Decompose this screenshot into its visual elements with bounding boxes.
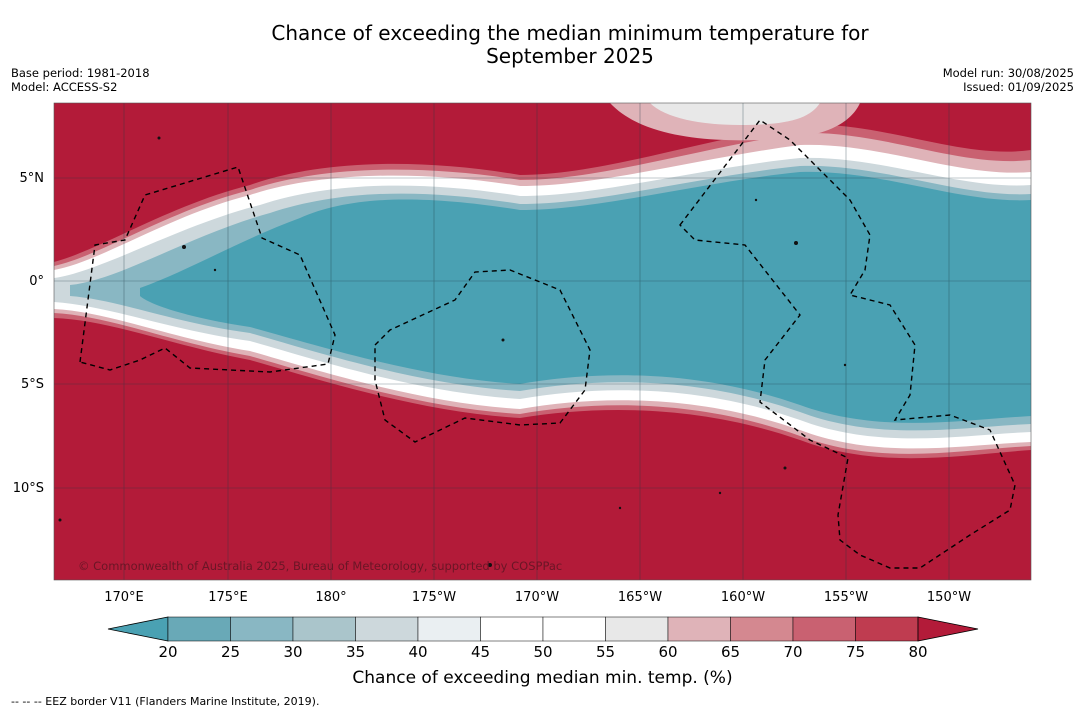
colorbar-tick-35: 35: [345, 643, 366, 661]
colorbar-bin-70-75: [792, 616, 856, 642]
lat-label-5s: 5°S: [20, 377, 44, 392]
lon-label-175e: 175°E: [208, 590, 248, 605]
colorbar-tick-70: 70: [783, 643, 803, 661]
colorbar-tick-25: 25: [220, 643, 241, 661]
map-title: Chance of exceeding the median minimum t…: [0, 22, 1085, 68]
colorbar-bin-60-65: [667, 616, 731, 642]
colorbar-tick-75: 75: [845, 643, 866, 661]
colorbar-bin-45-50: [480, 616, 544, 642]
colorbar-tick-55: 55: [595, 643, 616, 661]
meta-left: Base period: 1981-2018 Model: ACCESS-S2: [11, 66, 150, 94]
eez-borders: [79, 119, 1016, 569]
colorbar-tick-50: 50: [533, 643, 553, 661]
colorbar-bin-40-45: [417, 616, 481, 642]
colorbar-bin-75-80: [855, 616, 919, 642]
colorbar-bin-20-25: [167, 616, 231, 642]
islands: [58, 136, 847, 567]
colorbar-high-arrow: [917, 616, 979, 642]
meta-right: Model run: 30/08/2025 Issued: 01/09/2025: [943, 66, 1074, 94]
lon-label-170w: 170°W: [514, 590, 560, 605]
lon-label-180: 180°: [315, 590, 347, 605]
colorbar-low-arrow: [107, 616, 169, 642]
below-median-area: [140, 171, 1031, 423]
lon-label-175w: 175°W: [411, 590, 457, 605]
lon-label-170e: 170°E: [104, 590, 144, 605]
colorbar-bin-50-55: [542, 616, 606, 642]
colorbar-tick-30: 30: [283, 643, 303, 661]
colorbar-tick-45: 45: [470, 643, 491, 661]
eez-legend-note: -- -- -- EEZ border V11 (Flanders Marine…: [11, 695, 320, 708]
lat-label-5n: 5°N: [19, 171, 45, 186]
band-55-north: [650, 103, 820, 125]
lat-label-10s: 10°S: [12, 481, 44, 496]
colorbar-tick-40: 40: [408, 643, 428, 661]
lon-label-160w: 160°W: [720, 590, 766, 605]
title-line-2: September 2025: [486, 44, 654, 68]
colorbar-title: Chance of exceeding median min. temp. (%…: [352, 668, 733, 688]
lon-label-155w: 155°W: [823, 590, 869, 605]
colorbar-bin-30-35: [292, 616, 356, 642]
map-frame: [53, 102, 1032, 581]
lon-label-150w: 150°W: [926, 590, 972, 605]
issued-date: Issued: 01/09/2025: [963, 80, 1074, 94]
colorbar-tick-65: 65: [720, 643, 741, 661]
model-name: Model: ACCESS-S2: [11, 80, 118, 94]
lon-label-165w: 165°W: [617, 590, 663, 605]
colorbar-bin-55-60: [605, 616, 669, 642]
colorbar-tick-20: 20: [158, 643, 178, 661]
colorbar-tick-60: 60: [658, 643, 678, 661]
colorbar-bin-25-30: [230, 616, 294, 642]
lat-label-0: 0°: [29, 274, 44, 289]
title-line-1: Chance of exceeding the median minimum t…: [271, 21, 869, 45]
model-run: Model run: 30/08/2025: [942, 66, 1074, 80]
colorbar-bin-65-70: [730, 616, 794, 642]
map-plot: [54, 103, 1031, 580]
base-period: Base period: 1981-2018: [11, 66, 150, 80]
copyright-notice: © Commonwealth of Australia 2025, Bureau…: [78, 559, 563, 573]
colorbar: [107, 616, 979, 642]
colorbar-bin-35-40: [355, 616, 419, 642]
gridlines: [54, 103, 1031, 580]
colorbar-tick-80: 80: [908, 643, 928, 661]
